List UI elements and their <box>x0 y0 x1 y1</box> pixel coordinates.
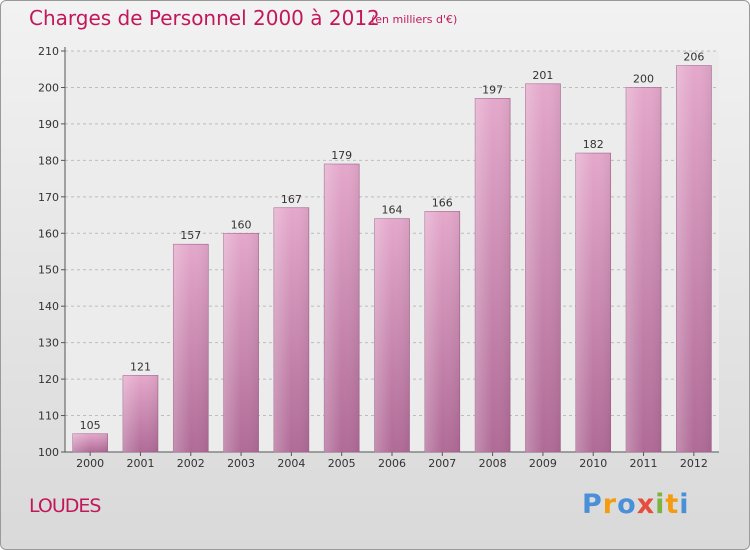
y-tick-label: 190 <box>38 118 59 131</box>
logo-letter: x <box>636 489 656 520</box>
bar-highlight <box>575 153 611 452</box>
bar-value-label: 157 <box>180 229 201 242</box>
proxiti-logo: Proxiti <box>582 489 690 520</box>
bar-value-label: 160 <box>231 218 252 231</box>
bar-highlight <box>424 211 460 452</box>
y-tick-label: 140 <box>38 300 59 313</box>
bar-highlight <box>475 98 511 453</box>
bar-value-label: 201 <box>532 69 553 82</box>
bar-value-label: 206 <box>683 51 704 64</box>
x-tick-label: 2001 <box>126 457 154 470</box>
bar-highlight <box>223 233 259 452</box>
x-tick-label: 2009 <box>529 457 557 470</box>
y-tick-label: 110 <box>38 410 59 423</box>
y-tick-label: 180 <box>38 154 59 167</box>
x-tick-label: 2004 <box>277 457 305 470</box>
bar-value-label: 167 <box>281 193 302 206</box>
y-tick-label: 160 <box>38 227 59 240</box>
bar-value-label: 182 <box>583 138 604 151</box>
logo-letter: i <box>679 489 690 520</box>
y-tick-label: 200 <box>38 81 59 94</box>
x-tick-label: 2002 <box>177 457 205 470</box>
x-tick-label: 2006 <box>378 457 406 470</box>
y-tick-label: 150 <box>38 264 59 277</box>
bars: 105 121 157 160 167 179 164 166 197 201 182 200 206 <box>72 51 712 453</box>
bar-highlight <box>173 244 209 452</box>
location-name: LOUDES <box>29 495 101 517</box>
bar-value-label: 179 <box>331 149 352 162</box>
chart-subtitle: (en milliers d'€) <box>371 13 458 26</box>
bar-highlight <box>324 164 360 452</box>
y-tick-label: 120 <box>38 373 59 386</box>
x-tick-label: 2012 <box>680 457 708 470</box>
bar-highlight <box>626 87 662 453</box>
y-tick-label: 210 <box>38 45 59 58</box>
x-tick-label: 2011 <box>630 457 658 470</box>
x-tick-label: 2003 <box>227 457 255 470</box>
y-tick-label: 170 <box>38 191 59 204</box>
bar-highlight <box>122 375 158 452</box>
bar-highlight <box>676 65 712 452</box>
x-tick-label: 2008 <box>479 457 507 470</box>
logo-letter: r <box>602 489 618 520</box>
bar-highlight <box>72 433 108 452</box>
logo-letter: t <box>665 489 680 520</box>
bar-value-label: 200 <box>633 72 654 85</box>
x-tick-label: 2007 <box>428 457 456 470</box>
bar-value-label: 164 <box>382 204 403 217</box>
bar-value-label: 105 <box>80 419 101 432</box>
bar-highlight <box>374 218 410 452</box>
chart-title: Charges de Personnel 2000 à 2012 <box>29 6 380 30</box>
bar-value-label: 121 <box>130 360 151 373</box>
y-tick-label: 130 <box>38 337 59 350</box>
y-tick-label: 100 <box>38 446 59 459</box>
bar-value-label: 197 <box>482 83 503 96</box>
bar-value-label: 166 <box>432 196 453 209</box>
logo-letter: i <box>655 489 666 520</box>
logo-letter: P <box>582 489 603 520</box>
bar-highlight <box>273 207 309 452</box>
x-tick-label: 2010 <box>579 457 607 470</box>
x-tick-label: 2000 <box>76 457 104 470</box>
bar-highlight <box>525 83 561 453</box>
logo-letter: o <box>617 489 637 520</box>
x-tick-label: 2005 <box>328 457 356 470</box>
